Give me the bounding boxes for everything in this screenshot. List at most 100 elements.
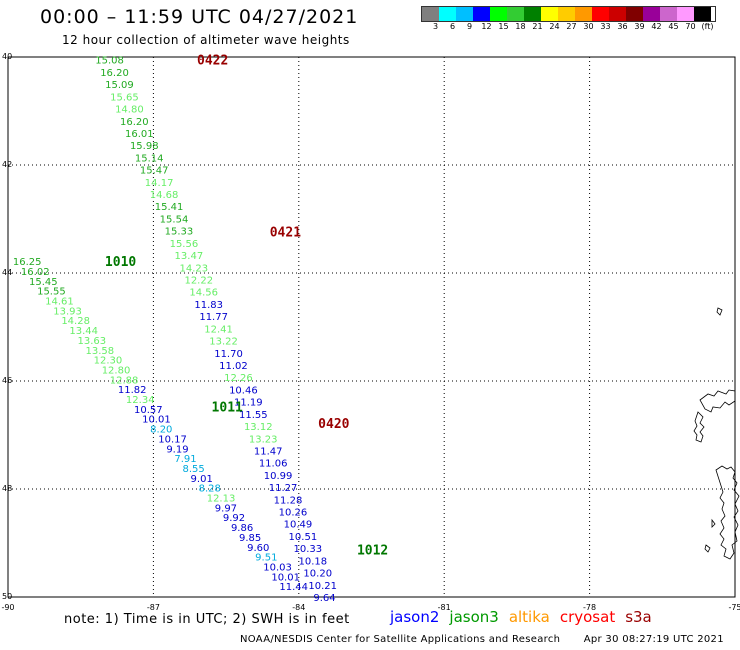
lon-label: -75 <box>728 603 740 612</box>
legend-swatch <box>524 7 541 21</box>
lat-label: 44 <box>2 268 12 277</box>
wave-height-value: 13.63 <box>77 336 106 347</box>
wave-height-value: 11.19 <box>234 398 263 409</box>
wave-height-value: 8.55 <box>182 464 204 475</box>
pass-time-labels: 0422 0421 1010 1011 0420 1012 <box>105 54 388 559</box>
wave-height-value: 11.77 <box>199 312 228 323</box>
wave-height-value: 11.06 <box>259 459 288 470</box>
legend-label: 15 <box>498 22 509 31</box>
wave-height-value: 12.80 <box>102 365 131 376</box>
wave-height-value: 9.01 <box>191 474 213 485</box>
wave-height-value: 9.19 <box>166 444 188 455</box>
wave-height-value: 16.20 <box>100 68 129 79</box>
wave-height-value: 10.01 <box>271 572 300 583</box>
wave-height-value: 14.17 <box>145 178 174 189</box>
lat-label: 46 <box>2 376 12 385</box>
wave-height-value: 9.97 <box>215 503 237 514</box>
map-frame <box>7 56 736 598</box>
wave-height-value: 16.02 <box>21 267 50 278</box>
wave-height-value: 14.23 <box>180 263 209 274</box>
legend-swatch <box>541 7 558 21</box>
wave-height-value: 11.44 <box>279 582 308 593</box>
lon-label: -87 <box>147 603 160 612</box>
legend-swatch <box>660 7 677 21</box>
legend-swatch <box>677 7 694 21</box>
wave-height-value: 11.27 <box>269 483 298 494</box>
satellite-altika: altika <box>508 608 550 626</box>
wave-height-value: 14.28 <box>61 316 90 327</box>
wave-height-value: 10.33 <box>294 544 323 555</box>
satellite-jason2: jason2 <box>390 608 440 626</box>
lat-label: 50 <box>2 592 12 601</box>
wave-height-value: 9.51 <box>255 553 277 564</box>
wave-height-value: 14.61 <box>45 297 74 308</box>
legend-label: 30 <box>583 22 594 31</box>
wave-height-value: 10.18 <box>298 556 327 567</box>
wave-height-value: 13.93 <box>53 306 82 317</box>
legend-labels: 3 6 9 12 15 18 21 24 27 30 33 36 39 42 45 70 (ft) <box>427 22 716 31</box>
lon-label: -81 <box>438 603 451 612</box>
legend-swatches <box>421 6 716 22</box>
legend-label: 6 <box>449 22 456 31</box>
wave-height-value: 10.03 <box>263 562 292 573</box>
satellite-s3a: s3a <box>625 608 652 626</box>
pass-time-label: 1010 <box>105 255 136 270</box>
wave-height-value: 15.09 <box>105 80 134 91</box>
wave-height-value: 9.86 <box>231 523 253 534</box>
wave-height-value: 15.08 <box>95 56 124 67</box>
wave-height-value: 15.65 <box>110 92 139 103</box>
wave-height-value: 12.26 <box>224 373 253 384</box>
legend-swatch <box>575 7 592 21</box>
legend-swatch <box>490 7 507 21</box>
wave-height-value: 10.99 <box>264 471 293 482</box>
wave-height-value: 12.13 <box>207 494 236 505</box>
legend-swatch <box>456 7 473 21</box>
wave-height-value: 15.55 <box>37 287 66 298</box>
wave-height-value: 12.41 <box>204 324 233 335</box>
legend-swatch <box>643 7 660 21</box>
legend-label: 33 <box>600 22 611 31</box>
pass-time-label: 0421 <box>270 225 301 240</box>
pass-time-label: 1012 <box>357 543 388 558</box>
lon-label: -78 <box>583 603 596 612</box>
wave-height-value: 16.25 <box>13 257 42 268</box>
wave-height-value: 11.82 <box>118 385 147 396</box>
legend-label: 45 <box>668 22 679 31</box>
great-lakes-coastline <box>693 307 740 560</box>
wave-height-value: 7.91 <box>174 454 196 465</box>
wave-height-value: 11.28 <box>274 495 303 506</box>
wave-height-value: 10.46 <box>229 385 258 396</box>
legend-label: 42 <box>651 22 662 31</box>
footer-note: note: 1) Time is in UTC; 2) SWH is in fe… <box>64 612 350 627</box>
legend-label: 27 <box>566 22 577 31</box>
color-scale-legend: 3 6 9 12 15 18 21 24 27 30 33 36 39 42 45 70 (ft) <box>421 6 716 31</box>
wave-height-value: 12.88 <box>110 375 139 386</box>
legend-label: 39 <box>634 22 645 31</box>
wave-height-value: 9.64 <box>313 593 335 604</box>
pass-time-label: 0420 <box>318 417 349 432</box>
wave-height-value: 15.45 <box>29 277 58 288</box>
page-title: 00:00 – 11:59 UTC 04/27/2021 <box>40 6 359 28</box>
wave-height-value: 13.23 <box>249 434 278 445</box>
legend-swatch <box>694 7 711 21</box>
wave-height-value: 11.70 <box>214 349 243 360</box>
wave-height-value: 15.41 <box>155 202 184 213</box>
legend-swatch <box>609 7 626 21</box>
wave-height-value: 13.47 <box>175 251 204 262</box>
legend-label: 12 <box>481 22 492 31</box>
map-grid: 40 42 44 46 48 50 -90 -87 -84 -81 -78 -75 <box>1 52 740 612</box>
legend-swatch <box>439 7 456 21</box>
wave-height-value: 15.56 <box>170 239 199 250</box>
wave-height-value: 10.01 <box>142 415 171 426</box>
wave-height-value: 10.49 <box>284 520 313 531</box>
legend-swatch <box>592 7 609 21</box>
legend-swatch <box>473 7 490 21</box>
wave-height-value: 14.68 <box>150 190 179 201</box>
legend-label: 9 <box>466 22 473 31</box>
wave-height-value: 10.20 <box>303 569 332 580</box>
satellite-cryosat: cryosat <box>559 608 616 626</box>
wave-height-value: 11.47 <box>254 446 283 457</box>
wave-height-value: 9.92 <box>223 513 245 524</box>
wave-height-value: 10.26 <box>279 508 308 519</box>
legend-label: 24 <box>549 22 560 31</box>
